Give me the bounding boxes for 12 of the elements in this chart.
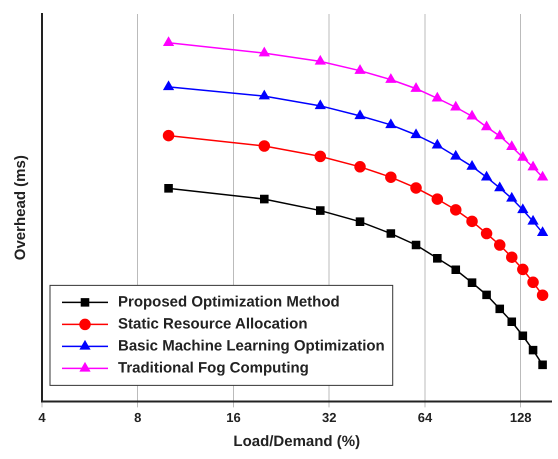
x-tick-label: 8 — [134, 410, 142, 425]
y-axis-title: Overhead (ms) — [12, 155, 30, 260]
legend-label: Basic Machine Learning Optimization — [118, 338, 385, 355]
x-tick-label: 32 — [322, 410, 336, 425]
x-tick-label: 4 — [38, 410, 46, 425]
legend-label: Static Resource Allocation — [118, 316, 308, 333]
legend-label: Proposed Optimization Method — [118, 294, 340, 311]
legend-label: Traditional Fog Computing — [118, 360, 309, 377]
x-tick-label: 64 — [418, 410, 433, 425]
x-tick-label: 128 — [510, 410, 532, 425]
x-axis-title: Load/Demand (%) — [233, 433, 360, 450]
x-tick-label: 16 — [226, 410, 241, 425]
